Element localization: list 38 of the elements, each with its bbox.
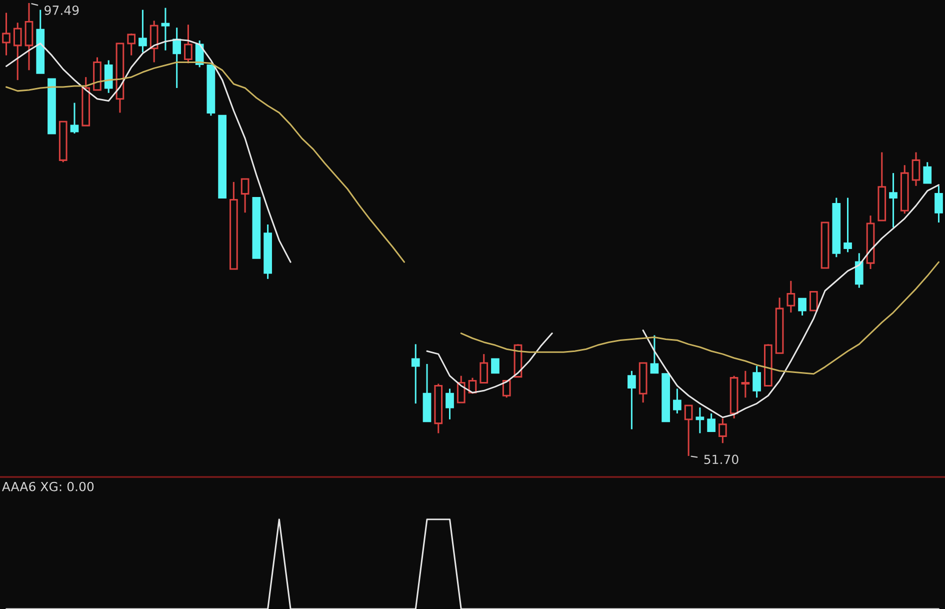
- candlestick: [854, 252, 864, 289]
- candlestick: [24, 2, 34, 71]
- candlestick: [628, 370, 636, 430]
- candlestick: [240, 178, 250, 214]
- candlestick: [718, 418, 727, 444]
- candlestick: [127, 32, 136, 56]
- candlestick: [798, 298, 806, 316]
- candlestick: [491, 358, 500, 374]
- candlestick: [172, 26, 182, 89]
- candlestick: [912, 152, 920, 187]
- candlestick: [650, 334, 659, 374]
- candlestick: [70, 102, 79, 134]
- candlestick: [104, 60, 113, 94]
- candlestick: [786, 280, 796, 314]
- candlestick: [707, 412, 716, 432]
- candlestick: [411, 343, 420, 404]
- candlestick: [13, 22, 22, 81]
- candlestick: [446, 388, 454, 420]
- candlestick: [889, 172, 898, 228]
- candlestick: [741, 370, 750, 398]
- candlestick: [809, 290, 818, 312]
- candlestick: [844, 197, 852, 253]
- candlestick: [934, 185, 943, 224]
- chart-title: AAA6 XG: 0.00: [2, 482, 94, 492]
- annotation: 51.70: [704, 454, 738, 464]
- candlestick: [480, 353, 488, 384]
- annotation: 97.49: [44, 5, 79, 15]
- candlestick: [2, 12, 10, 56]
- candlestick: [673, 388, 682, 414]
- candlestick: [138, 9, 147, 54]
- candlestick: [752, 365, 761, 398]
- candlestick: [923, 161, 932, 184]
- candlestick: [684, 404, 693, 457]
- candlestick: [696, 406, 704, 434]
- candlestick: [184, 24, 192, 64]
- candlestick: [161, 7, 170, 52]
- candlestick: [456, 375, 466, 404]
- candlestick: [150, 20, 158, 64]
